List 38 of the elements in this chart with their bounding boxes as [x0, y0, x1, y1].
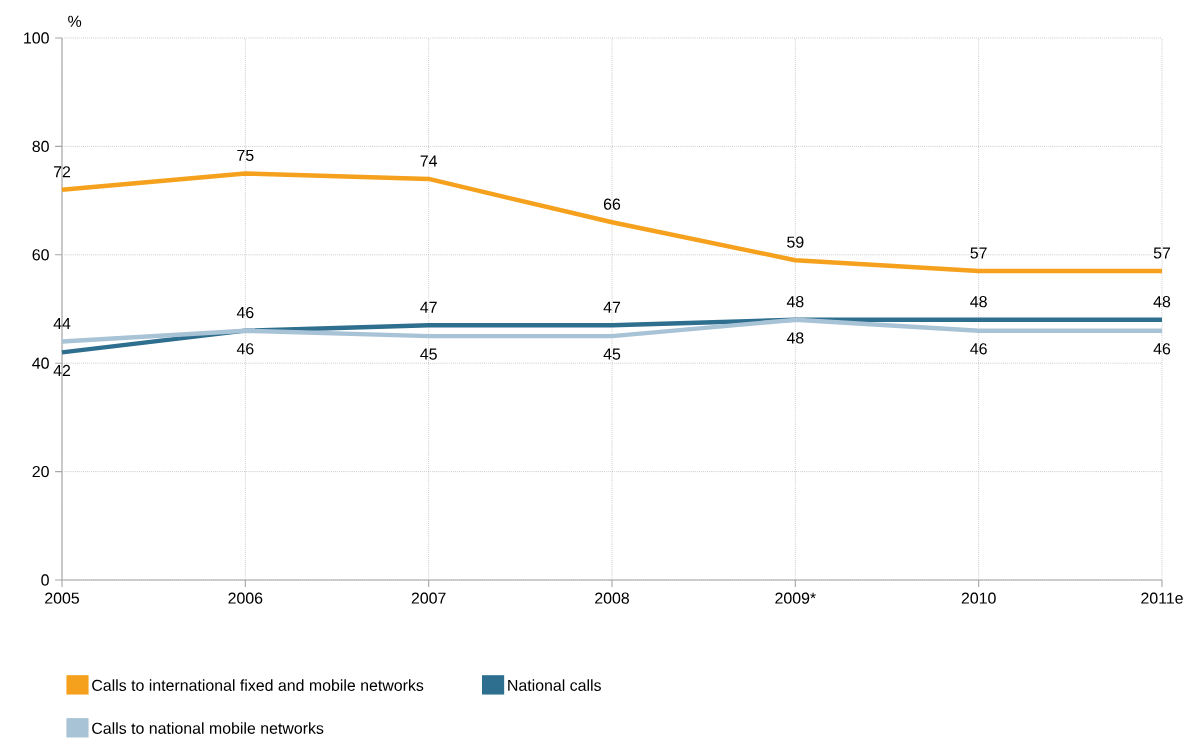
y-axis-title: %	[68, 15, 82, 27]
data-label: 59	[787, 236, 804, 248]
data-label: 72	[53, 166, 71, 178]
y-tick-label: 80	[32, 140, 49, 153]
data-label: 57	[970, 247, 987, 259]
data-label: 46	[236, 343, 254, 355]
data-label: 45	[420, 348, 437, 360]
data-label: 75	[237, 149, 254, 161]
data-label: 47	[603, 301, 621, 313]
data-label: 74	[420, 155, 438, 167]
x-tick-label: 2006	[228, 592, 263, 604]
data-label: 44	[53, 318, 71, 330]
x-tick-label: 2010	[961, 592, 996, 604]
data-label: 48	[786, 332, 804, 344]
data-label: 46	[970, 343, 987, 355]
x-tick-label: 2011e	[1141, 592, 1183, 604]
x-tick-label: 2009*	[775, 592, 816, 604]
data-label: 48	[1153, 296, 1171, 308]
legend-label: Calls to national mobile networks	[92, 722, 324, 734]
legend-label: National calls	[508, 679, 601, 691]
x-tick-label: 2007	[411, 592, 446, 604]
data-label: 48	[786, 296, 804, 308]
legend-label: Calls to international fixed and mobile networks	[92, 679, 424, 691]
data-label: 45	[603, 348, 621, 360]
data-label: 46	[236, 306, 254, 319]
data-label: 42	[53, 364, 71, 376]
data-label: 66	[603, 198, 621, 210]
x-tick-label: 2005	[45, 592, 80, 604]
y-tick-label: 0	[41, 574, 49, 586]
y-tick-label: 40	[32, 357, 49, 369]
x-tick-label: 2008	[595, 592, 629, 604]
data-label: 46	[1153, 343, 1171, 355]
y-tick-label: 60	[32, 249, 49, 261]
data-label: 47	[420, 301, 437, 313]
y-tick-label: 20	[32, 465, 49, 478]
data-label: 48	[970, 296, 987, 308]
data-label: 57	[1153, 247, 1171, 259]
y-tick-label: 100	[24, 32, 49, 44]
